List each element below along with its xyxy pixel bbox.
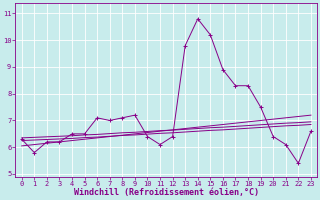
X-axis label: Windchill (Refroidissement éolien,°C): Windchill (Refroidissement éolien,°C) <box>74 188 259 197</box>
